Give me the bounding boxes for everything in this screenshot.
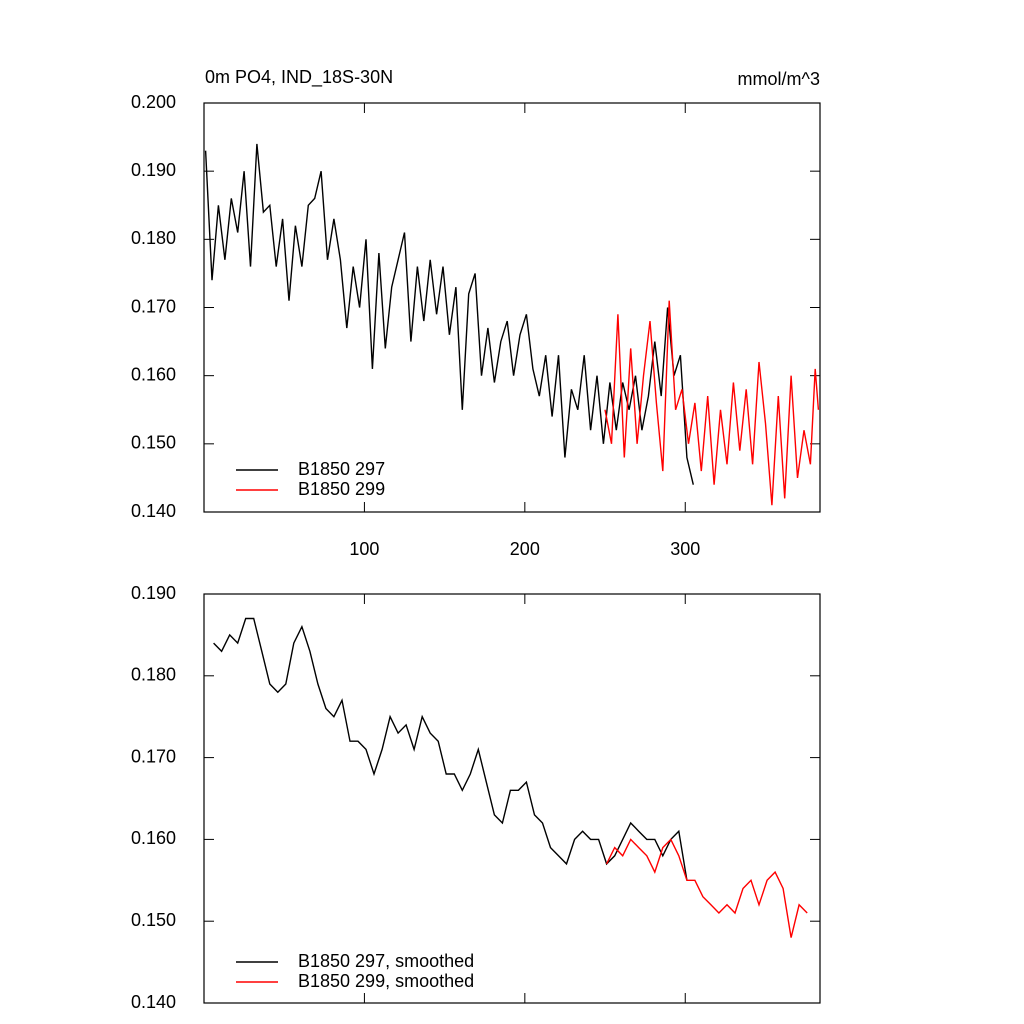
legend-label: B1850 299 — [298, 479, 385, 499]
y-tick-label: 0.160 — [131, 364, 176, 384]
y-tick-label: 0.180 — [131, 665, 176, 685]
plot-frame — [203, 593, 821, 1004]
y-tick-label: 0.140 — [131, 501, 176, 521]
y-tick-label: 0.160 — [131, 828, 176, 848]
data-line — [605, 838, 808, 938]
y-tick-label: 0.140 — [131, 992, 176, 1012]
y-tick-label: 0.150 — [131, 433, 176, 453]
y-tick-label: 0.170 — [131, 296, 176, 316]
legend-label: B1850 297 — [298, 459, 385, 479]
data-line — [604, 300, 820, 506]
y-tick-label: 0.170 — [131, 746, 176, 766]
data-line — [204, 143, 694, 485]
x-tick-label: 300 — [670, 539, 700, 559]
chart-title: 0m PO4, IND_18S-30N — [205, 67, 393, 88]
y-tick-label: 0.150 — [131, 910, 176, 930]
legend-label: B1850 297, smoothed — [298, 951, 474, 971]
legend-label: B1850 299, smoothed — [298, 971, 474, 991]
units: mmol/m^3 — [738, 69, 820, 89]
y-tick-label: 0.190 — [131, 583, 176, 603]
x-tick-label: 100 — [349, 539, 379, 559]
x-tick-label: 200 — [510, 539, 540, 559]
y-tick-label: 0.200 — [131, 92, 176, 112]
y-tick-label: 0.180 — [131, 228, 176, 248]
y-tick-label: 0.190 — [131, 160, 176, 180]
